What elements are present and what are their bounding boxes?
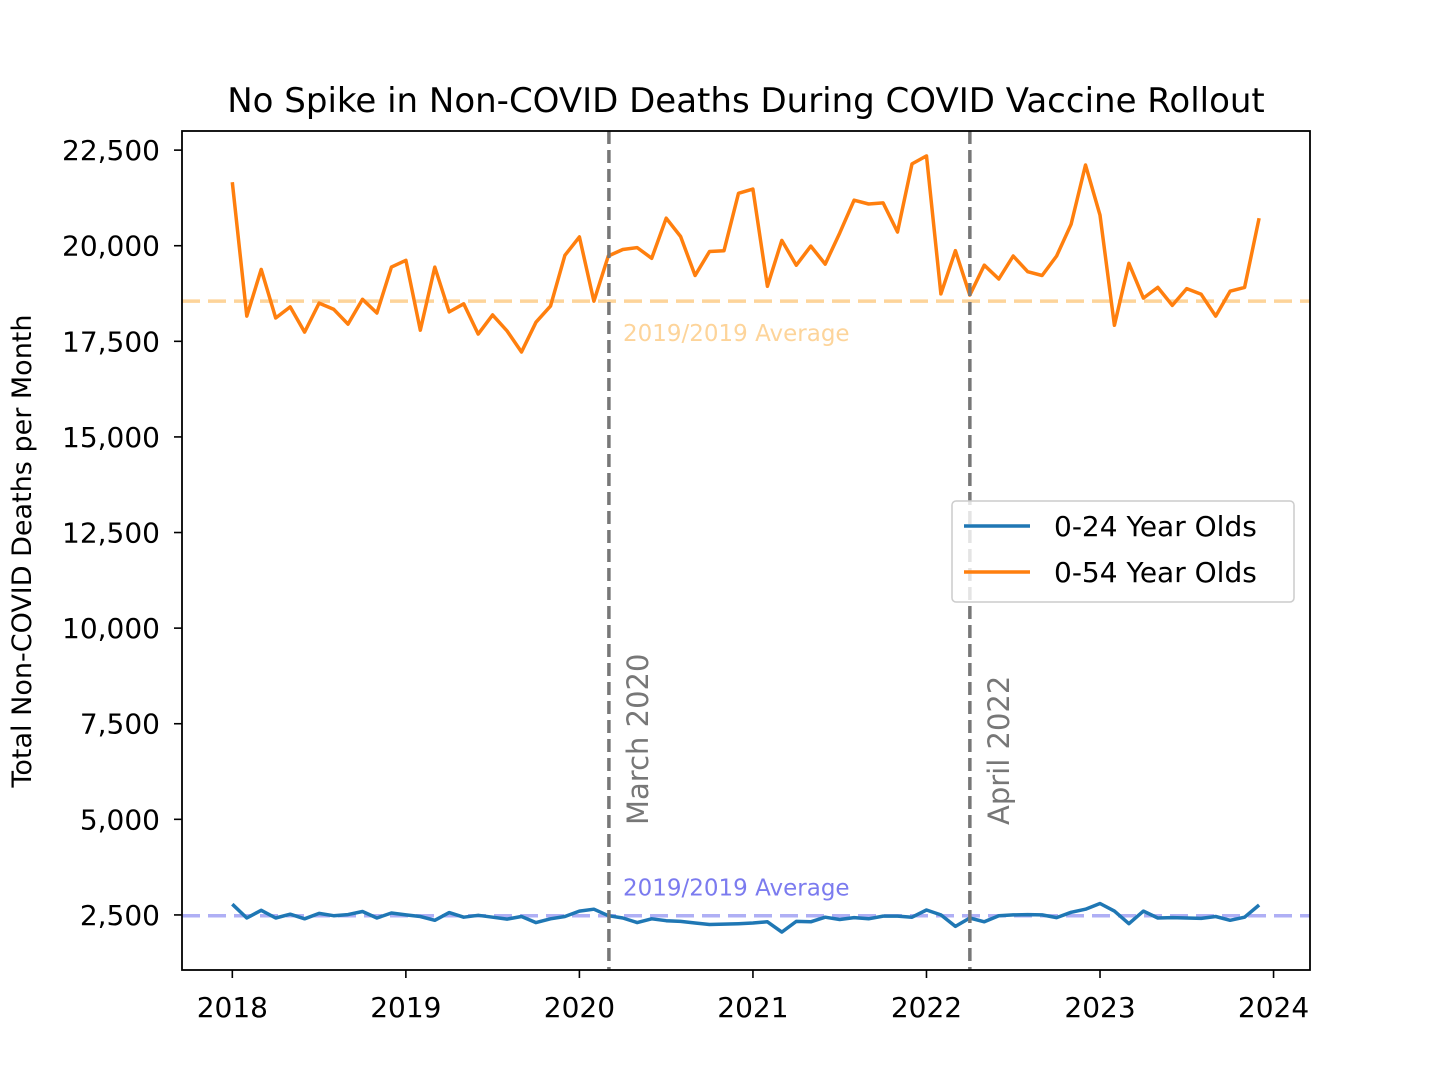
x-tick-label: 2020	[544, 991, 615, 1024]
y-tick-label: 20,000	[62, 230, 160, 263]
series-line-0-24-year-olds	[231, 901, 1261, 934]
axes-frame	[181, 130, 1311, 971]
legend-label: 0-54 Year Olds	[1054, 556, 1257, 589]
y-tick-label: 5,000	[80, 803, 160, 836]
average-label: 2019/2019 Average	[623, 876, 850, 902]
x-tick-label: 2021	[717, 991, 788, 1024]
y-tick-label: 2,500	[80, 899, 160, 932]
x-tick-label: 2024	[1238, 991, 1309, 1024]
legend-label: 0-24 Year Olds	[1054, 510, 1257, 543]
y-tick-label: 15,000	[62, 421, 160, 454]
y-tick-label: 7,500	[80, 708, 160, 741]
series-line-0-54-year-olds	[230, 154, 1261, 354]
event-label: April 2022	[982, 676, 1016, 825]
x-tick-label: 2023	[1064, 991, 1135, 1024]
chart-title: No Spike in Non-COVID Deaths During COVI…	[227, 81, 1265, 121]
y-tick-label: 22,500	[62, 134, 160, 167]
x-tick-label: 2019	[370, 991, 441, 1024]
event-label: March 2020	[621, 654, 655, 825]
average-label: 2019/2019 Average	[623, 321, 850, 347]
y-tick-label: 17,500	[62, 325, 160, 358]
x-tick-label: 2018	[197, 991, 268, 1024]
plot-area: 2019/2019 Average 2019/2019 Average March …	[62, 130, 1311, 1024]
y-tick-label: 10,000	[62, 612, 160, 645]
x-tick-label: 2022	[891, 991, 962, 1024]
y-axis-label: Total Non-COVID Deaths per Month	[7, 314, 38, 788]
y-tick-label: 12,500	[62, 517, 160, 550]
legend	[951, 500, 1295, 603]
